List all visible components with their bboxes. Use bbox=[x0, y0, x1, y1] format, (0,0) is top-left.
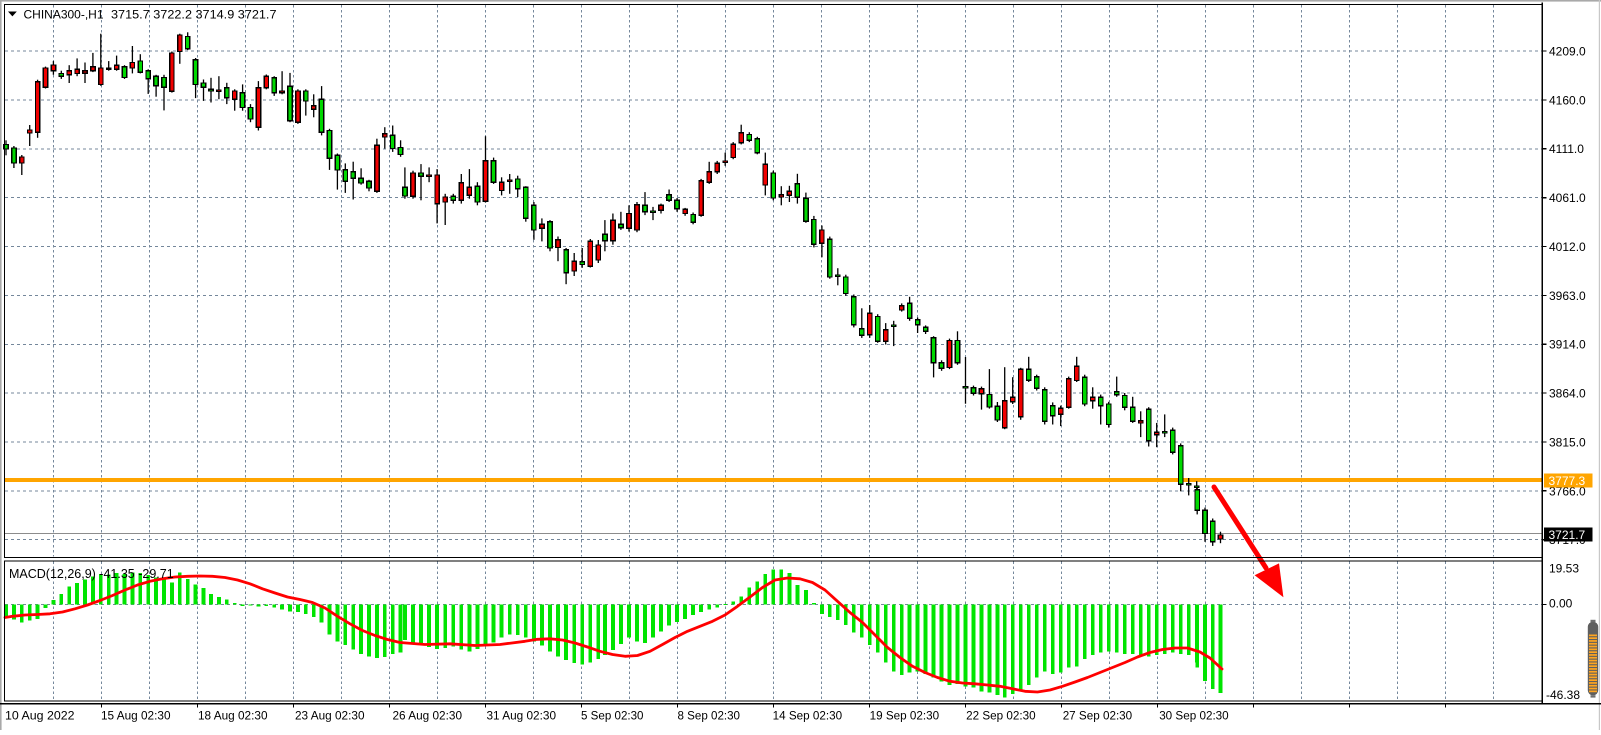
svg-text:5 Sep 02:30: 5 Sep 02:30 bbox=[581, 709, 644, 723]
svg-text:3963.0: 3963.0 bbox=[1549, 289, 1586, 303]
svg-text:3914.0: 3914.0 bbox=[1549, 338, 1586, 352]
svg-text:3815.0: 3815.0 bbox=[1549, 435, 1586, 449]
svg-text:3777.3: 3777.3 bbox=[1549, 474, 1586, 488]
svg-text:MACD(12,26,9) -41.35 -29.71: MACD(12,26,9) -41.35 -29.71 bbox=[9, 567, 174, 581]
svg-text:30 Sep 02:30: 30 Sep 02:30 bbox=[1159, 709, 1229, 723]
svg-text:4061.0: 4061.0 bbox=[1549, 191, 1586, 205]
svg-text:19.53: 19.53 bbox=[1549, 561, 1579, 575]
svg-text:31 Aug 02:30: 31 Aug 02:30 bbox=[487, 709, 557, 723]
svg-text:4160.0: 4160.0 bbox=[1549, 93, 1586, 107]
svg-text:0.00: 0.00 bbox=[1549, 596, 1573, 610]
svg-text:3766.0: 3766.0 bbox=[1549, 484, 1586, 498]
svg-text:3715.7 3722.2 3714.9 3721.7: 3715.7 3722.2 3714.9 3721.7 bbox=[111, 8, 277, 22]
svg-text:22 Sep 02:30: 22 Sep 02:30 bbox=[966, 709, 1036, 723]
svg-text:3721.7: 3721.7 bbox=[1549, 528, 1586, 542]
svg-text:8 Sep 02:30: 8 Sep 02:30 bbox=[678, 709, 741, 723]
svg-text:27 Sep 02:30: 27 Sep 02:30 bbox=[1063, 709, 1133, 723]
svg-text:-46.38: -46.38 bbox=[1546, 688, 1580, 702]
svg-text:15 Aug 02:30: 15 Aug 02:30 bbox=[101, 709, 171, 723]
svg-text:CHINA300-,H1: CHINA300-,H1 bbox=[24, 8, 104, 22]
svg-text:4111.0: 4111.0 bbox=[1549, 142, 1584, 156]
svg-text:18 Aug 02:30: 18 Aug 02:30 bbox=[198, 709, 268, 723]
svg-text:19 Sep 02:30: 19 Sep 02:30 bbox=[870, 709, 940, 723]
svg-text:4209.0: 4209.0 bbox=[1549, 44, 1586, 58]
svg-text:26 Aug 02:30: 26 Aug 02:30 bbox=[393, 709, 463, 723]
svg-text:10 Aug 2022: 10 Aug 2022 bbox=[5, 709, 75, 723]
svg-text:14 Sep 02:30: 14 Sep 02:30 bbox=[773, 709, 843, 723]
svg-text:4012.0: 4012.0 bbox=[1549, 240, 1586, 254]
svg-text:3864.0: 3864.0 bbox=[1549, 387, 1586, 401]
svg-text:23 Aug 02:30: 23 Aug 02:30 bbox=[295, 709, 365, 723]
